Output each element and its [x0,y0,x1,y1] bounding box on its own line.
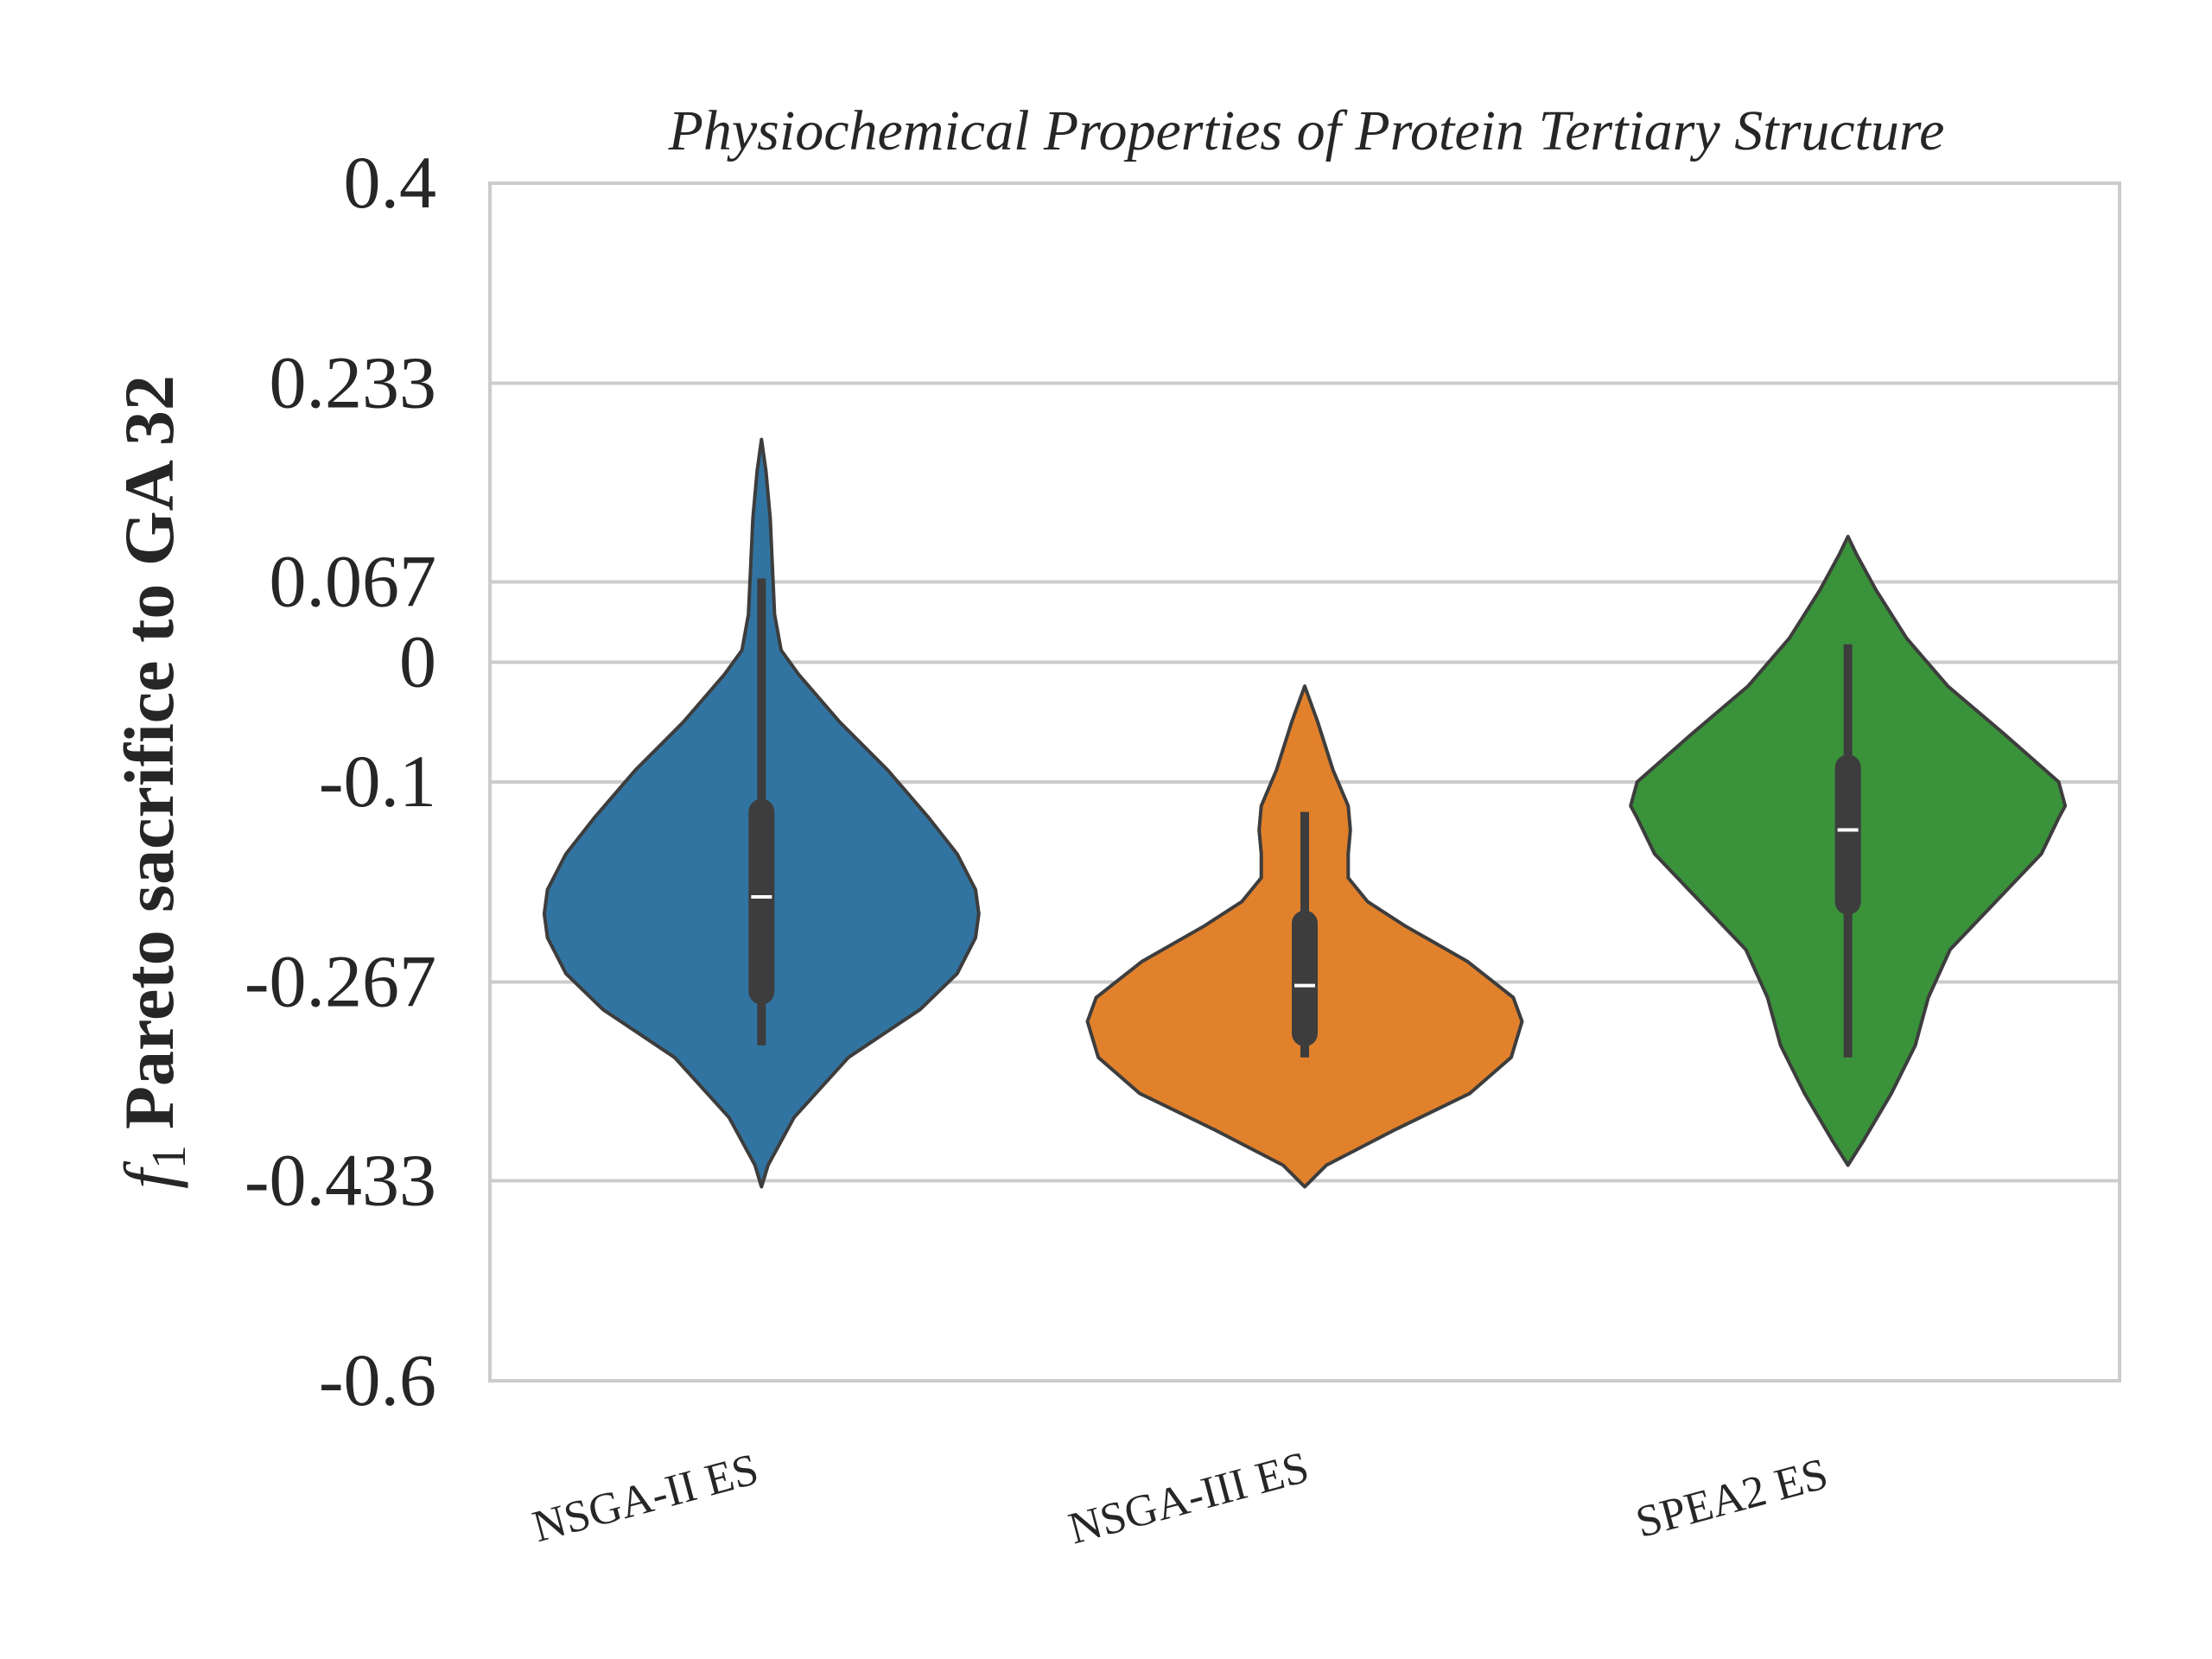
y-tick-label: 0.067 [270,540,437,623]
x-tick-label: NSGA-III ES [1064,1443,1314,1554]
y-tick-label: 0 [399,620,436,702]
y-tick-label: -0.433 [245,1139,436,1222]
violin-spea2-es [1629,534,2068,1167]
violin-nsga-iii-es [1085,684,1524,1189]
violins [542,437,2068,1189]
chart-title: Physiochemical Properties of Protein Ter… [668,99,1945,162]
y-axis-label: f1Pareto sacrifice to GA 32 [110,375,196,1189]
y-axis-label-subscript: 1 [143,1145,196,1169]
violin-nsga-ii-es [542,437,981,1189]
y-tick-label: -0.267 [245,939,436,1022]
y-tick-label: -0.1 [319,740,436,823]
y-tick-label: -0.6 [319,1338,436,1421]
plot-frame [488,181,2121,1382]
x-tick-label: SPEA2 ES [1630,1449,1833,1548]
y-tick-label: 0.4 [344,141,437,224]
x-tick-labels: NSGA-II ES NSGA-III ES SPEA2 ES [528,1443,1834,1554]
y-tick-label: 0.233 [270,340,437,423]
x-tick-label: NSGA-II ES [528,1445,764,1552]
y-axis-label-text: Pareto sacrifice to GA 32 [110,375,188,1129]
